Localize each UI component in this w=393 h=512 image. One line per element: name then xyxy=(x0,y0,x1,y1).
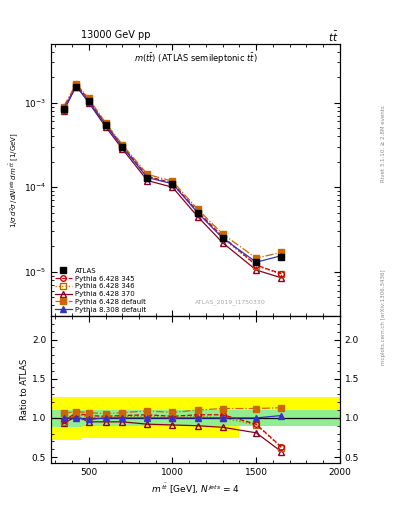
X-axis label: $m^{\,t\bar{t}}$ [GeV], $N^{jets}$ = 4: $m^{\,t\bar{t}}$ [GeV], $N^{jets}$ = 4 xyxy=(151,481,240,496)
Text: 13000 GeV pp: 13000 GeV pp xyxy=(81,30,151,40)
Text: $t\bar{t}$: $t\bar{t}$ xyxy=(328,30,339,44)
Text: $m(t\bar{t})$ (ATLAS semileptonic $t\bar{t}$): $m(t\bar{t})$ (ATLAS semileptonic $t\bar… xyxy=(134,52,257,67)
Y-axis label: $1/\sigma\,d^2\!\sigma\,/\,dN^{jets}\,dm^{\,t\bar{t}}\,\,[1/\mathrm{GeV}]$: $1/\sigma\,d^2\!\sigma\,/\,dN^{jets}\,dm… xyxy=(7,132,21,228)
Y-axis label: Ratio to ATLAS: Ratio to ATLAS xyxy=(20,359,29,420)
Legend: ATLAS, Pythia 6.428 345, Pythia 6.428 346, Pythia 6.428 370, Pythia 6.428 defaul: ATLAS, Pythia 6.428 345, Pythia 6.428 34… xyxy=(55,268,147,312)
Text: Rivet 3.1.10, ≥ 2.8M events: Rivet 3.1.10, ≥ 2.8M events xyxy=(381,105,386,182)
Text: ATLAS_2019_I1750330: ATLAS_2019_I1750330 xyxy=(195,300,266,305)
Text: mcplots.cern.ch [arXiv:1306.3436]: mcplots.cern.ch [arXiv:1306.3436] xyxy=(381,270,386,365)
